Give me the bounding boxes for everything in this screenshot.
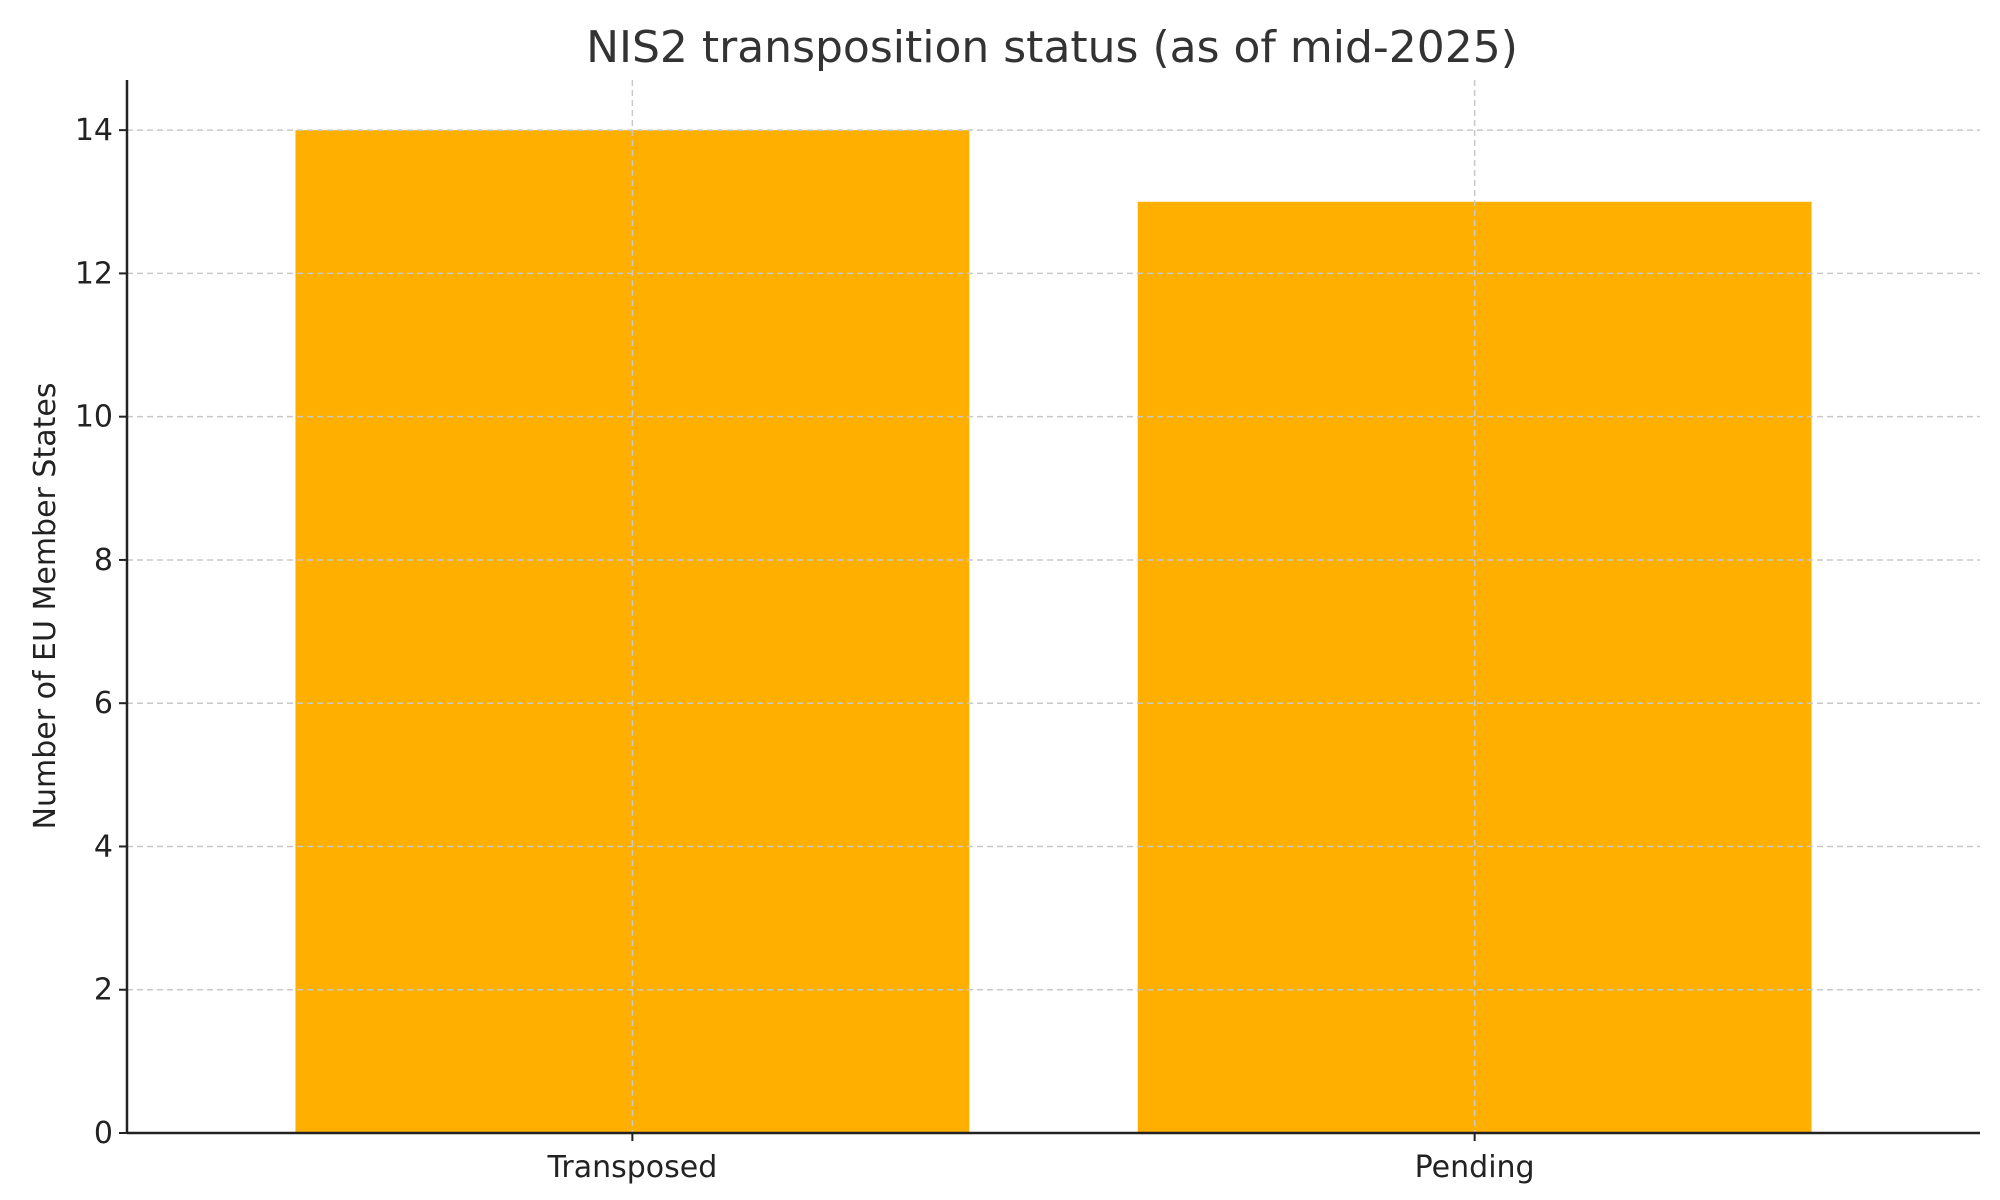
- bars-layer: [295, 130, 1812, 1134]
- y-tick-label: 2: [94, 973, 113, 1008]
- x-tick-label: Transposed: [546, 1150, 717, 1185]
- x-tick-label: Pending: [1415, 1150, 1535, 1185]
- grid-layer: [127, 80, 1980, 1133]
- bar-pending: [1137, 201, 1812, 1133]
- y-tick-label: 10: [75, 400, 113, 435]
- y-tick-label: 12: [75, 256, 113, 291]
- y-tick-label: 6: [94, 686, 113, 721]
- chart-title: NIS2 transposition status (as of mid-202…: [586, 22, 1518, 73]
- y-tick-label: 8: [94, 543, 113, 578]
- axes-layer: [125, 80, 1980, 1135]
- y-tick-label: 4: [94, 829, 113, 864]
- y-tick-label: 0: [94, 1116, 113, 1151]
- ticks-layer: 0 2 4 6 8 10 12 14 Transposed Pending: [75, 113, 1535, 1185]
- y-axis-label: Number of EU Member States: [28, 383, 63, 830]
- y-tick-label: 14: [75, 113, 113, 148]
